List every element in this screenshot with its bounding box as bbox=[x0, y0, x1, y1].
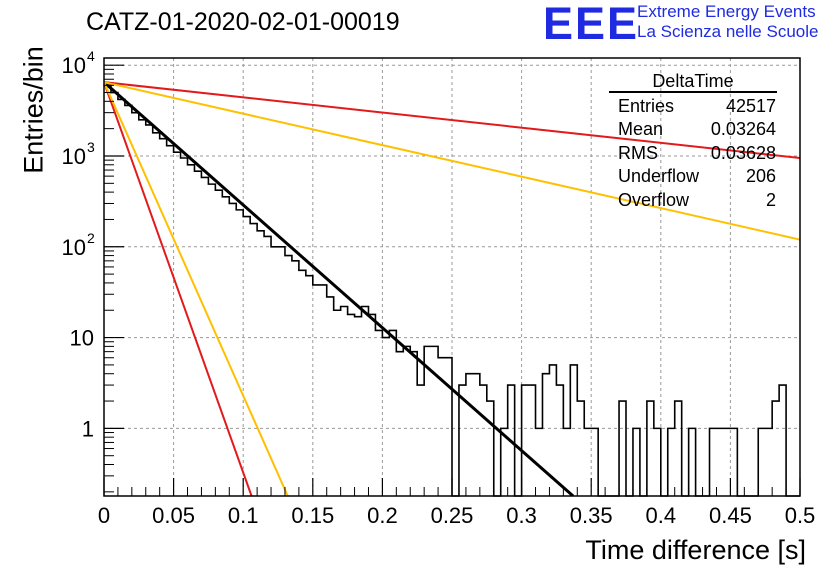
fit-line-yellow-shallow bbox=[104, 81, 800, 241]
x-tick-label: 0.3 bbox=[506, 503, 537, 528]
x-tick-label: 0.2 bbox=[367, 503, 398, 528]
stats-label: RMS bbox=[618, 142, 658, 163]
stats-label: Overflow bbox=[618, 189, 690, 210]
y-tick-label: 10 bbox=[70, 326, 94, 351]
x-tick-label: 0.5 bbox=[785, 503, 816, 528]
x-tick-label: 0.25 bbox=[431, 503, 474, 528]
run-title: CATZ-01-2020-02-01-00019 bbox=[86, 8, 400, 36]
logo-subtitle-2: La Scienza nelle Scuole bbox=[637, 22, 819, 41]
stats-row-rms: RMS 0.03628 bbox=[609, 142, 777, 165]
y-tick-exponent: 3 bbox=[87, 139, 95, 155]
stats-label: Entries bbox=[618, 96, 675, 116]
fit-line-red-steep bbox=[104, 81, 253, 496]
y-tick-label: 10 bbox=[62, 235, 86, 260]
fit-lines-layer bbox=[104, 81, 800, 496]
stats-title: DeltaTime bbox=[609, 71, 777, 93]
x-tick-label: 0.05 bbox=[152, 503, 195, 528]
x-tick-label: 0.1 bbox=[228, 503, 259, 528]
y-tick-label: 10 bbox=[62, 53, 86, 78]
fit-line-yellow-steep bbox=[104, 81, 289, 496]
eee-logo: EEE bbox=[543, 0, 640, 49]
stats-value: 206 bbox=[745, 166, 776, 187]
logo-subtitle-1: Extreme Energy Events bbox=[637, 2, 816, 21]
x-tick-label: 0.15 bbox=[291, 503, 334, 528]
y-tick-label: 1 bbox=[82, 416, 94, 441]
y-tick-label: 10 bbox=[62, 144, 86, 169]
y-tick-exponent: 4 bbox=[87, 48, 95, 64]
stats-row-underflow: Underflow 206 bbox=[609, 165, 777, 188]
x-tick-label: 0 bbox=[98, 503, 110, 528]
y-tick-exponent: 2 bbox=[87, 230, 95, 246]
stats-row-entries: Entries 42517 bbox=[609, 95, 777, 118]
x-tick-label: 0.4 bbox=[646, 503, 677, 528]
x-tick-label: 0.35 bbox=[570, 503, 613, 528]
fit-line-red-shallow bbox=[104, 81, 800, 160]
stats-label: Underflow bbox=[618, 166, 700, 187]
axes: 0 0.05 0.1 0.15 0.2 0.25 0.3 0.35 0.4 0.45 0.5 1 10 1… bbox=[62, 48, 816, 528]
stats-value: 0.03628 bbox=[710, 142, 776, 163]
y-axis-label: Entries/bin bbox=[18, 46, 49, 174]
stats-value: 42517 bbox=[725, 96, 776, 116]
stats-value: 0.03264 bbox=[710, 119, 776, 140]
stats-row-mean: Mean 0.03264 bbox=[609, 118, 777, 141]
stats-row-overflow: Overflow 2 bbox=[609, 189, 777, 212]
stats-box: DeltaTime Entries 42517 Mean 0.03264 RMS… bbox=[609, 71, 777, 212]
fit-line-fit bbox=[104, 81, 575, 496]
stats-value: 2 bbox=[765, 189, 776, 210]
x-axis-label: Time difference [s] bbox=[585, 535, 806, 565]
stats-label: Mean bbox=[618, 119, 664, 140]
x-tick-label: 0.45 bbox=[709, 503, 752, 528]
